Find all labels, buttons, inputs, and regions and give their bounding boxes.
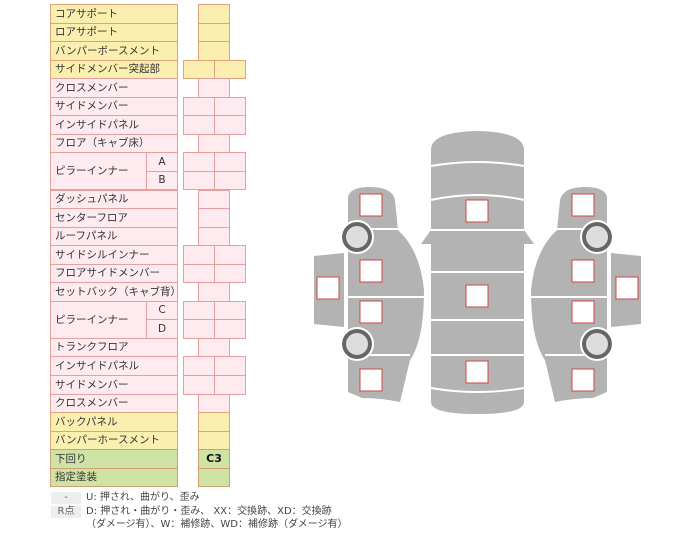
wheel-icon xyxy=(582,222,612,252)
damage-marker-box[interactable] xyxy=(359,259,383,283)
damage-marker-box[interactable] xyxy=(316,276,340,300)
legend-text-d: D: 押され・曲がり・歪み、 XX：交換跡、XD：交換跡 xyxy=(86,506,332,517)
row-label: ピラーインナー xyxy=(50,300,147,339)
row-label: 指定塗装 xyxy=(50,467,178,488)
wheel-icon xyxy=(582,329,612,359)
row-label: ピラーインナー xyxy=(50,152,147,191)
grade-cell[interactable] xyxy=(198,467,230,488)
arrow-right xyxy=(524,230,534,244)
damage-marker-box[interactable] xyxy=(615,276,639,300)
damage-marker-box[interactable] xyxy=(465,284,489,308)
wheel-icon xyxy=(342,222,372,252)
legend-key-dash: - xyxy=(51,492,81,504)
car-right-body xyxy=(531,187,607,402)
damage-marker-box[interactable] xyxy=(359,193,383,217)
damage-marker-box[interactable] xyxy=(571,300,595,324)
damage-marker-box[interactable] xyxy=(465,360,489,384)
grade-cell-right[interactable] xyxy=(214,375,246,395)
legend-text-u: U: 押され、曲がり、歪み xyxy=(86,492,200,503)
arrow-left xyxy=(421,230,431,244)
damage-marker-box[interactable] xyxy=(571,368,595,392)
grade-cell-right[interactable] xyxy=(214,319,246,339)
grade-cell-right[interactable] xyxy=(214,115,246,135)
grade-cell-right[interactable] xyxy=(214,263,246,284)
grade-cell-right[interactable] xyxy=(214,59,246,80)
wheel-icon xyxy=(342,329,372,359)
damage-marker-box[interactable] xyxy=(465,199,489,223)
damage-marker-box[interactable] xyxy=(571,193,595,217)
damage-marker-box[interactable] xyxy=(359,300,383,324)
legend-text-d2: （ダメージ有）、W：補修跡、WD：補修跡（ダメージ有） xyxy=(86,519,348,530)
damage-marker-box[interactable] xyxy=(359,368,383,392)
car-left-body xyxy=(348,187,424,402)
damage-marker-box[interactable] xyxy=(571,259,595,283)
legend-key-r: R点 xyxy=(51,506,81,518)
grade-cell-right[interactable] xyxy=(214,170,246,191)
